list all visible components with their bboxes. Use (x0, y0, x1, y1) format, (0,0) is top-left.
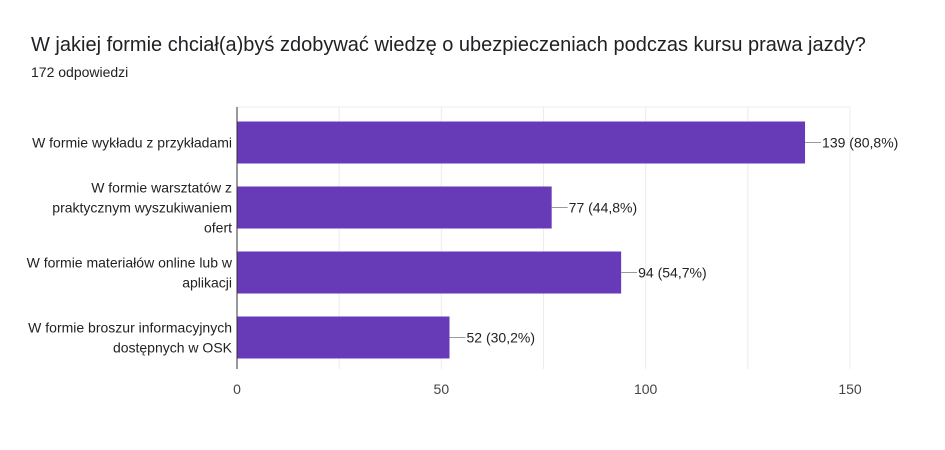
bar (237, 186, 552, 229)
category-label: praktycznym wyszukiwaniem (52, 200, 232, 216)
x-tick-label: 0 (233, 381, 241, 397)
category-label: dostępnych w OSK (113, 340, 233, 356)
category-label: aplikacji (182, 275, 232, 291)
category-label: W formie materiałów online lub w (27, 255, 233, 271)
category-label: ofert (204, 220, 232, 236)
bar (237, 251, 622, 294)
x-tick-label: 50 (434, 381, 450, 397)
category-label: W formie broszur informacyjnych (28, 320, 232, 336)
chart-title: W jakiej formie chciał(a)byś zdobywać wi… (31, 34, 866, 56)
data-label: 139 (80,8%) (822, 135, 898, 151)
x-tick-label: 150 (838, 381, 862, 397)
category-label: W formie warsztatów z (91, 180, 232, 196)
data-label: 52 (30,2%) (467, 330, 535, 346)
data-label: 94 (54,7%) (638, 265, 706, 281)
bar (237, 121, 806, 164)
category-label: W formie wykładu z przykładami (32, 135, 232, 151)
response-count: 172 odpowiedzi (31, 64, 129, 80)
data-label: 77 (44,8%) (569, 200, 637, 216)
bar (237, 316, 450, 359)
x-tick-label: 100 (634, 381, 658, 397)
